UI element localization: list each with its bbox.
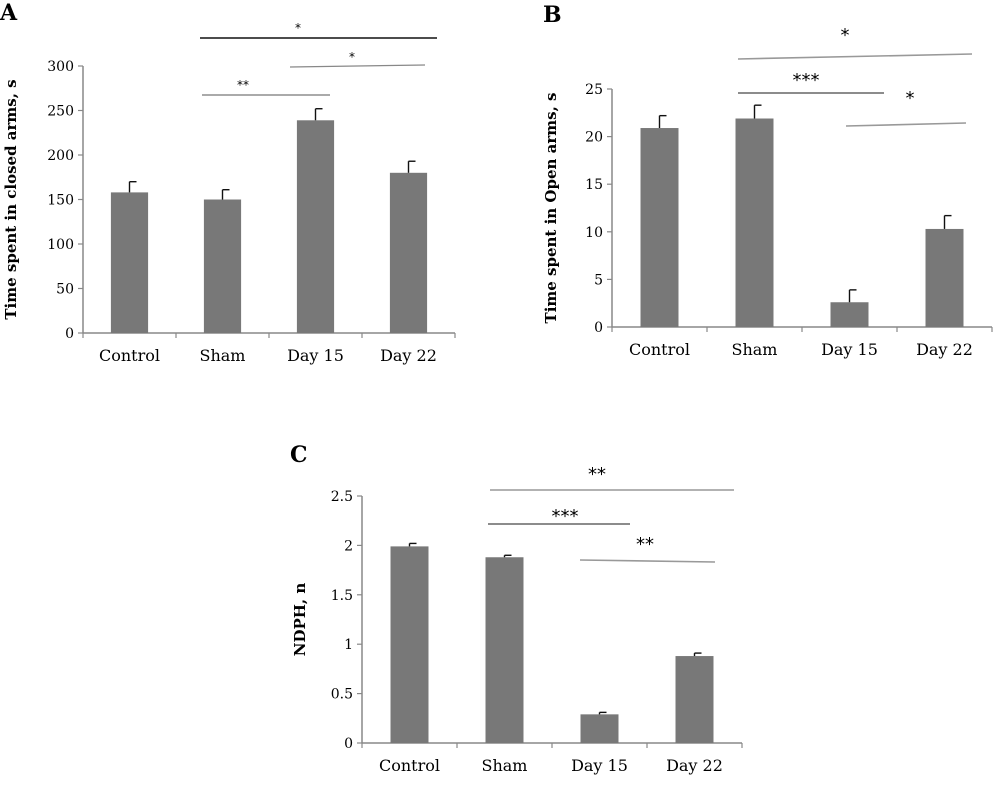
y-tick-label: 0 — [594, 320, 603, 336]
y-tick-label: 20 — [585, 130, 603, 146]
bar-sham — [203, 199, 242, 333]
category-label: Day 22 — [666, 756, 723, 775]
bar-day-15 — [580, 714, 619, 743]
significance-line — [737, 53, 973, 60]
y-tick-label: 25 — [585, 82, 603, 98]
bar-day-15 — [830, 302, 869, 327]
y-tick-label: 150 — [47, 193, 74, 209]
category-label: Control — [629, 340, 690, 359]
bar-sham — [485, 557, 524, 743]
significance-label: * — [906, 88, 915, 109]
category-label: Day 22 — [916, 340, 973, 359]
y-tick-label: 0 — [65, 326, 74, 342]
bar-day-15 — [296, 120, 335, 333]
category-label: Sham — [732, 340, 778, 359]
bar-day-22 — [675, 656, 714, 743]
y-axis-label: NDPH, n — [291, 583, 309, 657]
y-tick-label: 10 — [585, 225, 603, 241]
panel-c: C 0 0.5 1 1.5 2 2.5 Control Sham Day 15 Day 22 NDPH… — [290, 442, 743, 775]
significance-label: ** — [588, 464, 606, 485]
significance-label: * — [295, 21, 301, 35]
significance-label: * — [349, 50, 355, 64]
panel-label: C — [290, 442, 308, 468]
significance-line — [579, 559, 716, 563]
category-label: Day 15 — [571, 756, 628, 775]
y-tick-label: 250 — [47, 104, 74, 120]
y-tick-label: 0 — [344, 736, 353, 752]
category-label: Sham — [482, 756, 528, 775]
panel-b: B 0 5 10 15 20 25 Control Sham Day 15 Day 22 Time s… — [542, 2, 993, 359]
y-tick-label: 2.5 — [331, 489, 353, 505]
y-tick-label: 0.5 — [331, 687, 353, 703]
category-label: Sham — [200, 346, 246, 365]
significance-label: *** — [793, 70, 820, 91]
category-label: Day 22 — [380, 346, 437, 365]
y-tick-label: 2 — [344, 538, 353, 554]
significance-label: ** — [237, 78, 249, 92]
bar-sham — [735, 118, 774, 328]
bar-day-22 — [389, 172, 428, 333]
y-tick-label: 300 — [47, 59, 74, 75]
significance-line — [845, 122, 967, 127]
significance-label: ** — [636, 534, 654, 555]
y-tick-label: 5 — [594, 272, 603, 288]
bar-control — [390, 546, 429, 743]
bar-day-22 — [925, 228, 964, 327]
y-tick-label: 50 — [56, 282, 74, 298]
bar-control — [640, 128, 679, 327]
panel-label: B — [543, 2, 562, 28]
y-tick-label: 1 — [344, 637, 353, 653]
panel-a: A 0 50 100 150 200 250 300 Control Sham Day 15 Day … — [0, 0, 456, 365]
category-label: Control — [379, 756, 440, 775]
significance-label: *** — [552, 506, 579, 527]
y-tick-label: 100 — [47, 237, 74, 253]
significance-line — [289, 64, 426, 68]
panel-label: A — [0, 0, 18, 26]
category-label: Control — [99, 346, 160, 365]
y-axis-label: Time spent in closed arms, s — [2, 79, 20, 319]
category-label: Day 15 — [287, 346, 344, 365]
y-axis-label: Time spent in Open arms, s — [542, 93, 560, 324]
bar-control — [110, 192, 149, 333]
significance-label: * — [841, 25, 850, 46]
y-tick-label: 1.5 — [331, 588, 353, 604]
y-tick-label: 200 — [47, 148, 74, 164]
y-tick-label: 15 — [585, 177, 603, 193]
category-label: Day 15 — [821, 340, 878, 359]
